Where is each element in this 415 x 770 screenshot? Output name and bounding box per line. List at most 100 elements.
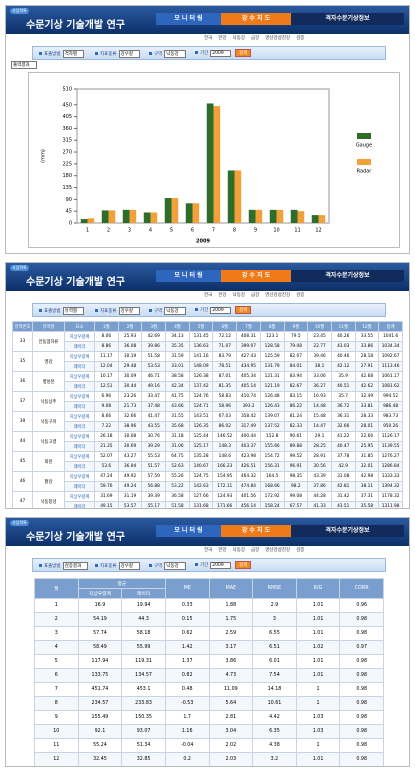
sub-nav-link[interactable]: 검증 <box>296 293 305 298</box>
cell: 158.24 <box>259 501 285 508</box>
sub-nav-link[interactable]: 금강 <box>250 548 260 553</box>
cell: 38.58 <box>165 371 190 382</box>
column-header: 월 <box>34 578 79 599</box>
sub-nav-link[interactable]: 한강 <box>218 293 227 298</box>
sub-nav-link[interactable]: 검증 <box>296 548 305 553</box>
cell: 33.47 <box>141 391 167 402</box>
basin-id: 36 <box>12 371 33 392</box>
filter-select[interactable]: 2009 <box>210 50 231 57</box>
search-button[interactable]: 검색 <box>235 561 252 569</box>
sub-nav-link[interactable]: 전국 <box>204 36 213 41</box>
sub-nav-link[interactable]: 영산강섬진강 <box>265 293 291 298</box>
bar <box>206 103 214 223</box>
cell: 0.48 <box>164 682 210 697</box>
nav-tab[interactable]: 격자수문기상정보 <box>291 13 404 25</box>
column-header: 4월 <box>165 321 190 332</box>
cell: 40.26 <box>330 331 356 342</box>
cell: 0.98 <box>339 612 384 627</box>
column-header: 6월 <box>212 321 238 332</box>
cell: 1.16 <box>164 724 210 739</box>
search-button[interactable]: 검색 <box>235 306 252 314</box>
cell: 1.7 <box>164 710 210 725</box>
filter-select[interactable]: 강우량 <box>118 562 140 570</box>
cell: 22.77 <box>307 341 332 352</box>
filter-select[interactable]: 2009 <box>210 562 231 569</box>
cell: 32.49 <box>354 391 380 402</box>
cell: 426.51 <box>236 461 261 472</box>
cell: 8.86 <box>94 341 119 352</box>
sub-nav-link[interactable]: 전국 <box>204 293 213 298</box>
cell: 38.1 <box>307 361 332 372</box>
cell: 131.79 <box>259 361 285 372</box>
filter-label: 구역 <box>154 309 163 314</box>
cell: 21.73 <box>117 401 143 412</box>
sub-nav-link[interactable]: 낙동강 <box>232 293 245 298</box>
basin-name: 낙동창녕 <box>32 491 65 508</box>
cell: 142.63 <box>188 481 214 492</box>
sub-nav-link[interactable]: 영산강섬진강 <box>265 548 291 553</box>
cell: 164.5 <box>259 471 285 482</box>
sub-nav-link[interactable]: 낙동강 <box>232 36 245 41</box>
cell: 78.51 <box>212 361 238 372</box>
cell: 9.08 <box>94 401 119 412</box>
sub-nav-link[interactable]: 한강 <box>218 36 227 41</box>
nav-tab[interactable]: 강 수 지 도 <box>221 525 291 537</box>
cell: 127.66 <box>188 491 214 502</box>
cell: 25.95 <box>354 441 380 452</box>
cell: 1.03 <box>295 710 341 725</box>
cell: 172.11 <box>212 481 238 492</box>
sub-nav-link[interactable]: 한강 <box>218 548 227 553</box>
nav-tab[interactable]: 강 수 지 도 <box>221 13 291 25</box>
cell: 40.47 <box>330 441 356 452</box>
sub-nav-link[interactable]: 영산강섬진강 <box>265 36 291 41</box>
filter: 기간 2009 <box>195 307 231 314</box>
nav-tab[interactable]: 모 니 터 링 <box>156 13 221 25</box>
table-row: 47 낙동창녕 지상우량계 31.69 31.19 39.39 36.58 127.66 124… <box>12 491 403 508</box>
sub-nav-link[interactable]: 금강 <box>250 293 260 298</box>
cell: 399.07 <box>236 341 261 352</box>
cell: 31.18 <box>165 431 190 442</box>
cell: 42.9 <box>330 461 356 472</box>
output-select[interactable]: 출력결과 <box>11 61 37 69</box>
filter-select[interactable]: 강우량 <box>118 50 140 58</box>
bar <box>171 198 179 223</box>
nav-tab[interactable]: 강 수 지 도 <box>221 270 291 282</box>
cell: 43.27 <box>117 451 143 462</box>
cell: 32.45 <box>77 752 123 766</box>
sub-nav-link[interactable]: 낙동강 <box>232 548 245 553</box>
filter: 기간 2009 <box>195 562 231 569</box>
sub-nav-link[interactable]: 전국 <box>204 548 213 553</box>
filter-select[interactable]: 2009 <box>210 307 231 314</box>
cell: 53.6 <box>94 461 119 472</box>
nav-tab[interactable]: 격자수문기상정보 <box>291 525 404 537</box>
sub-nav-link[interactable]: 금강 <box>250 36 260 41</box>
cell: 1 <box>295 682 341 697</box>
filter-select[interactable]: 격자별 <box>62 50 84 58</box>
element: 지상우량계 <box>64 491 95 502</box>
cell: 1286.84 <box>378 461 403 472</box>
filter-select[interactable]: 낙동강 <box>164 50 186 58</box>
filter-select[interactable]: 유역별 <box>62 307 84 315</box>
cell: 1.88 <box>208 598 254 613</box>
filter-select[interactable]: 낙동강 <box>164 562 186 570</box>
filter-select[interactable]: 검증결과 <box>62 562 89 570</box>
cell: 125.44 <box>188 431 214 442</box>
sub-nav: 전국 한강 낙동강 금강 영산강섬진강 검증 <box>201 35 307 41</box>
basin-name: 회천 <box>32 451 65 472</box>
nav-tab[interactable]: 모 니 터 링 <box>156 270 221 282</box>
cell: 33.81 <box>354 401 380 412</box>
site-title: 수문기상 기술개발 연구 <box>26 532 125 543</box>
search-button[interactable]: 검색 <box>235 49 252 57</box>
filter-select[interactable]: 강우량 <box>118 307 140 315</box>
sub-nav-link[interactable]: 검증 <box>296 36 305 41</box>
nav-tab[interactable]: 모 니 터 링 <box>156 525 221 537</box>
cell: 89.88 <box>283 441 309 452</box>
nav-tab[interactable]: 격자수문기상정보 <box>291 270 404 282</box>
table-row: 10 92.1 93.07 1.16 3.04 6.35 1.03 0.98 <box>34 724 384 739</box>
cell: 5 <box>34 654 79 669</box>
badge: 사업목록 <box>10 520 29 526</box>
badge: 사업목록 <box>10 8 29 14</box>
filter-select[interactable]: 낙동강 <box>164 307 186 315</box>
